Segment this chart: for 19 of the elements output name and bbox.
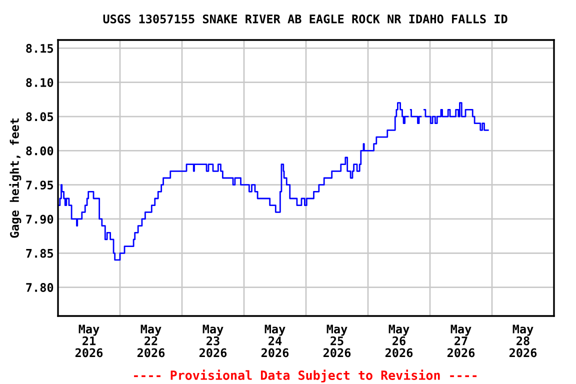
y-tick-label: 8.10	[26, 78, 54, 88]
y-tick-label: 8.05	[26, 112, 54, 122]
x-tick-label: May 28 2026	[509, 324, 537, 358]
x-tick-label: May 26 2026	[385, 324, 413, 358]
x-tick-label: May 24 2026	[261, 324, 289, 358]
y-tick-label: 8.15	[26, 44, 54, 53]
y-tick-label: 8.00	[26, 146, 54, 156]
y-tick-label: 7.95	[26, 180, 54, 190]
y-tick-label: 7.80	[26, 283, 54, 292]
y-tick-label: 7.90	[26, 214, 54, 224]
chart-title: USGS 13057155 SNAKE RIVER AB EAGLE ROCK NR IDAHO FALLS ID	[103, 14, 508, 24]
y-axis-title: Gage height, feet	[9, 118, 22, 238]
x-tick-label: May 22 2026	[137, 324, 165, 358]
x-tick-label: May 21 2026	[75, 324, 103, 358]
x-tick-label: May 25 2026	[323, 324, 351, 358]
y-tick-label: 7.85	[26, 248, 54, 258]
x-tick-label: May 23 2026	[199, 324, 227, 358]
text: ---- Provisional Data Subject to Revision ----	[134, 370, 477, 382]
x-tick-label: May 27 2026	[447, 324, 475, 358]
